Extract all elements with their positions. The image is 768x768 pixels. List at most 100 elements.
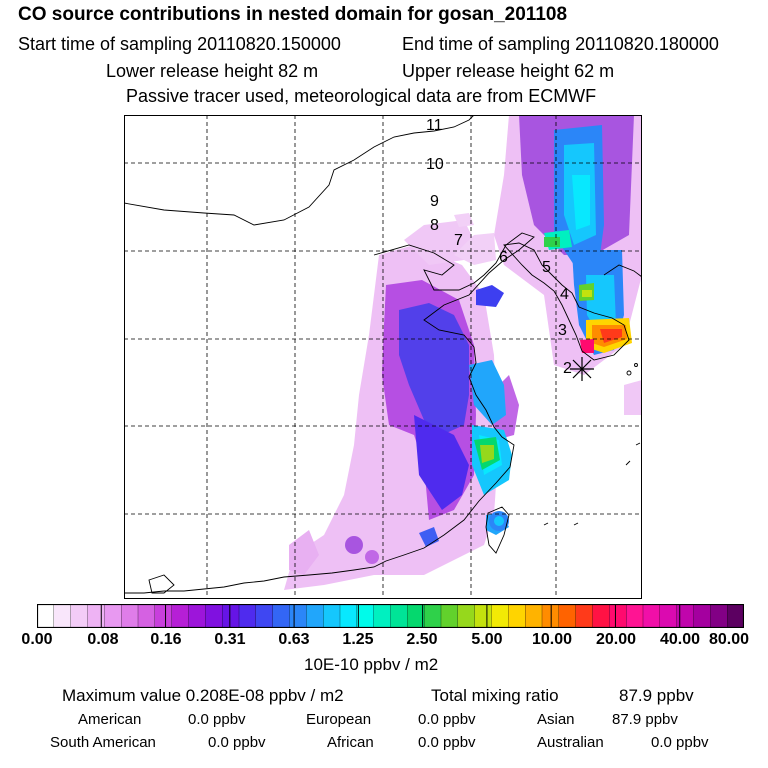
colorbar-tick: 0.16 <box>150 631 182 648</box>
plume-south <box>345 536 363 554</box>
coastline-taiwan <box>485 506 510 554</box>
total-mixing-label: Total mixing ratio <box>431 686 559 705</box>
colorbar-swatch <box>272 604 291 628</box>
colorbar-swatch <box>121 604 139 628</box>
colorbar-swatch <box>154 604 173 628</box>
region-name: Asian <box>537 711 575 728</box>
colorbar-tick: 20.00 <box>595 631 637 648</box>
colorbar-swatch <box>87 604 105 628</box>
lower-release-label: Lower release height 82 m <box>106 61 319 81</box>
colorbar-swatch <box>609 604 627 628</box>
plume-hotspot <box>580 339 594 353</box>
trajectory-label: 9 <box>430 193 439 210</box>
colorbar-swatch <box>474 604 493 628</box>
coastline-hainan <box>148 574 175 594</box>
colorbar-swatch <box>727 604 744 628</box>
colorbar-tick: 80.00 <box>708 631 750 648</box>
lat-lon-grid <box>124 115 642 599</box>
start-time-label: Start time of sampling 20110820.150000 <box>18 34 341 54</box>
trajectory-label: 7 <box>454 232 463 249</box>
colorbar-swatch <box>592 604 610 628</box>
region-value: 0.0 ppbv <box>418 734 476 751</box>
colorbar-swatch <box>710 604 728 628</box>
colorbar-swatch <box>575 604 594 628</box>
region-value: 0.0 ppbv <box>208 734 266 751</box>
maximum-value-label: Maximum value 0.208E-08 ppbv / m2 <box>62 686 344 705</box>
trajectory-label: 2 <box>563 360 572 377</box>
colorbar-swatch <box>222 604 240 628</box>
colorbar-swatch <box>525 604 543 628</box>
plume-halo <box>454 233 496 265</box>
plume-cyan <box>469 360 506 425</box>
map-frame <box>124 115 642 599</box>
plume-indigo <box>414 415 469 510</box>
source-contribution-map: 11 10 9 8 7 6 5 4 3 2 <box>124 115 642 599</box>
plume-indigo <box>399 303 469 435</box>
plume-halo <box>289 530 319 575</box>
colorbar-swatch <box>137 604 156 628</box>
plume-yellow <box>582 290 592 297</box>
region-name: Australian <box>537 734 604 751</box>
end-time-label: End time of sampling 20110820.180000 <box>402 34 719 54</box>
colorbar-swatch <box>508 604 526 628</box>
region-name: American <box>78 711 142 728</box>
trajectory-labels: 11 10 9 8 7 6 5 4 3 2 <box>426 117 572 377</box>
colorbar-swatch <box>289 604 307 628</box>
colorbar-tick: 0.08 <box>87 631 119 648</box>
colorbar-swatch <box>440 604 459 628</box>
receptor-marker <box>570 357 594 381</box>
plume-green <box>544 237 560 247</box>
plot-title: CO source contributions in nested domain… <box>18 4 568 25</box>
colorbar-tick: 40.00 <box>659 631 701 648</box>
colorbar-swatch <box>626 604 644 628</box>
coastline-korea <box>503 242 630 361</box>
colorbar <box>37 604 744 628</box>
colorbar-swatch <box>491 604 509 628</box>
receptor-ray <box>572 359 592 379</box>
coastline-china <box>124 115 475 226</box>
trajectory-label: 8 <box>430 217 439 234</box>
colorbar-swatch <box>390 604 408 628</box>
colorbar-swatch <box>188 604 206 628</box>
trajectory-label: 11 <box>426 117 443 134</box>
colorbar-swatch <box>659 604 678 628</box>
plume-hotspot <box>600 329 622 343</box>
colorbar-swatch <box>171 604 190 628</box>
colorbar-swatch <box>104 604 122 628</box>
concentration-field <box>284 115 642 590</box>
plume-indigo <box>476 285 504 307</box>
region-name: European <box>306 711 372 728</box>
plume-yellow <box>480 445 494 463</box>
colorbar-swatch <box>356 604 375 628</box>
trajectory-label: 4 <box>560 286 569 303</box>
region-name: African <box>327 734 374 751</box>
colorbar-tick: 0.63 <box>278 631 310 648</box>
region-value: 0.0 ppbv <box>188 711 246 728</box>
island-dot <box>634 363 638 367</box>
coastline-japan <box>603 264 642 278</box>
colorbar-swatch <box>306 604 324 628</box>
coastlines <box>124 115 642 594</box>
colorbar-tick: 1.25 <box>342 631 374 648</box>
colorbar-unit: 10E-10 ppbv / m2 <box>304 655 439 674</box>
colorbar-swatch <box>373 604 392 628</box>
total-mixing-value: 87.9 ppbv <box>619 686 694 705</box>
plume-cyan <box>572 175 590 230</box>
colorbar-swatch <box>205 604 223 628</box>
plume-taiwan <box>494 516 504 526</box>
colorbar-tick: 5.00 <box>471 631 503 648</box>
island-dot <box>626 370 632 376</box>
region-value: 0.0 ppbv <box>651 734 709 751</box>
trajectory-label: 5 <box>542 259 551 276</box>
trajectory-label: 6 <box>499 249 508 266</box>
coastline-bohai <box>124 232 535 594</box>
colorbar-swatch <box>238 604 257 628</box>
colorbar-swatch <box>558 604 577 628</box>
colorbar-swatch <box>53 604 72 628</box>
plume-halo <box>454 213 474 227</box>
colorbar-swatch <box>693 604 711 628</box>
trajectory-label: 3 <box>558 322 567 339</box>
colorbar-swatch <box>407 604 425 628</box>
coastline-ryukyu <box>543 442 641 526</box>
colorbar-tick: 0.31 <box>214 631 246 648</box>
